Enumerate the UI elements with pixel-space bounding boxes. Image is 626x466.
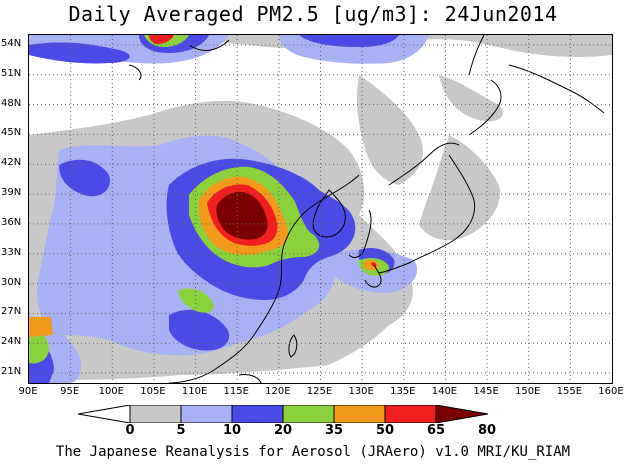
lon-tick-label: 130E (348, 386, 374, 397)
lon-tick-label: 155E (556, 386, 583, 397)
lon-tick-label: 95E (60, 386, 80, 397)
lon-tick-label: 120E (265, 386, 291, 397)
coastline (128, 35, 605, 383)
colorbar-label: 20 (273, 423, 293, 438)
lat-tick-label: 45N (1, 127, 22, 139)
lon-tick-label: 160E (598, 386, 624, 397)
lat-tick-label: 33N (1, 246, 22, 258)
lat-tick-label: 30N (1, 276, 22, 288)
colorbar (78, 405, 489, 423)
lat-tick-label: 21N (1, 366, 22, 378)
colorbar-label: 5 (176, 423, 186, 438)
lon-tick-label: 105E (140, 386, 166, 397)
lat-tick-label: 27N (1, 306, 22, 318)
lat-tick-label: 24N (1, 336, 22, 348)
lon-tick-label: 115E (223, 386, 249, 397)
lon-tick-label: 125E (306, 386, 333, 397)
colorbar-cell (384, 405, 437, 423)
lon-tick-label: 110E (181, 386, 208, 397)
colorbar-cell (129, 405, 182, 423)
lon-tick-label: 145E (473, 386, 499, 397)
footer-credit: The Japanese Reanalysis for Aerosol (JRA… (55, 444, 571, 460)
colorbar-label: 0 (125, 423, 135, 438)
colorbar-label: 80 (477, 423, 497, 438)
lat-tick-label: 51N (1, 67, 22, 79)
colorbar-label: 35 (324, 423, 344, 438)
lon-tick-label: 135E (390, 386, 416, 397)
lat-tick-label: 48N (1, 97, 22, 109)
colorbar-cell (180, 405, 233, 423)
contour-80-plus (216, 191, 268, 240)
lat-tick-label: 54N (1, 37, 22, 49)
colorbar-label: 50 (375, 423, 395, 438)
colorbar-cell (231, 405, 284, 423)
lat-tick-label: 39N (1, 187, 22, 199)
lat-tick-label: 42N (1, 157, 22, 169)
colorbar-low-arrow (78, 405, 131, 423)
map-title: Daily Averaged PM2.5 [ug/m3]: 24Jun2014 (68, 2, 558, 26)
map-canvas (29, 35, 612, 383)
lon-tick-label: 140E (431, 386, 458, 397)
colorbar-high-arrow (435, 405, 489, 423)
colorbar-label: 65 (426, 423, 446, 438)
colorbar-cell (282, 405, 335, 423)
lat-tick-label: 36N (1, 216, 22, 228)
lon-tick-label: 100E (98, 386, 124, 397)
colorbar-cell (333, 405, 386, 423)
lon-tick-label: 150E (515, 386, 541, 397)
pm25-map (28, 34, 613, 384)
colorbar-label: 10 (222, 423, 242, 438)
lon-tick-label: 90E (18, 386, 38, 397)
